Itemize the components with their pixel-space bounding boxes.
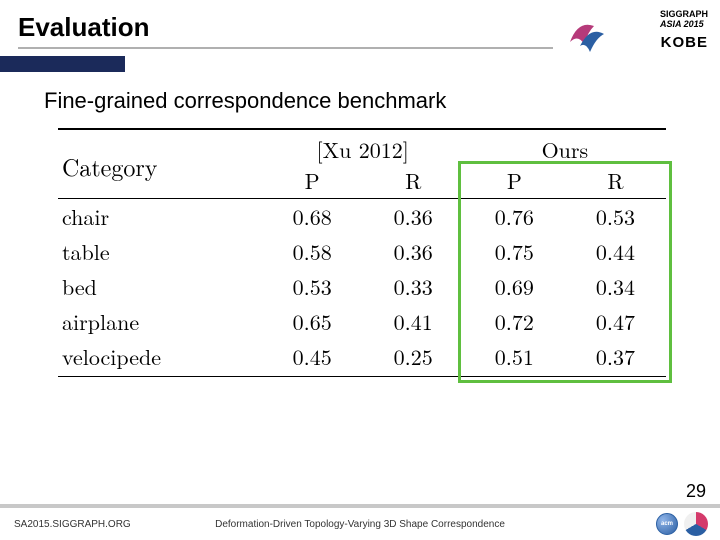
title-underline xyxy=(18,47,553,49)
cell-p1: 0.53 xyxy=(262,269,363,304)
table-row: velocipede 0.45 0.25 0.51 0.37 xyxy=(58,339,666,377)
cell-p1: 0.45 xyxy=(262,339,363,377)
cell-r1: 0.33 xyxy=(363,269,464,304)
col-category: Category xyxy=(58,129,262,199)
cell-r1: 0.25 xyxy=(363,339,464,377)
cell-p2: 0.75 xyxy=(464,234,565,269)
col-p1: P xyxy=(262,165,363,199)
footer-center: Deformation-Driven Topology-Varying 3D S… xyxy=(215,519,505,530)
cell-p1: 0.65 xyxy=(262,304,363,339)
col-method2: Ours xyxy=(464,129,666,165)
cell-r1: 0.41 xyxy=(363,304,464,339)
accent-bar xyxy=(0,56,125,72)
table-row: bed 0.53 0.33 0.69 0.34 xyxy=(58,269,666,304)
logo-line1: SIGGRAPH xyxy=(660,9,708,19)
footer-left: SA2015.SIGGRAPH.ORG xyxy=(14,519,131,530)
cell-r2: 0.53 xyxy=(565,199,666,235)
col-r2: R xyxy=(565,165,666,199)
logo-line2: ASIA 2015 xyxy=(660,19,704,29)
benchmark-table-wrap: Category [Xu 2012] Ours P R P R chair 0.… xyxy=(58,128,666,377)
cell-cat: table xyxy=(58,234,262,269)
cell-p2: 0.76 xyxy=(464,199,565,235)
cell-cat: velocipede xyxy=(58,339,262,377)
benchmark-table: Category [Xu 2012] Ours P R P R chair 0.… xyxy=(58,128,666,377)
cell-p1: 0.68 xyxy=(262,199,363,235)
cell-p2: 0.72 xyxy=(464,304,565,339)
logo-city: KOBE xyxy=(661,34,708,51)
col-method1: [Xu 2012] xyxy=(262,129,464,165)
swirl-badge-icon xyxy=(684,512,708,536)
col-r1: R xyxy=(363,165,464,199)
cell-r2: 0.37 xyxy=(565,339,666,377)
cell-r2: 0.34 xyxy=(565,269,666,304)
cell-r2: 0.47 xyxy=(565,304,666,339)
conference-logo: SIGGRAPH ASIA 2015 KOBE xyxy=(560,6,710,61)
cell-p1: 0.58 xyxy=(262,234,363,269)
table-row: chair 0.68 0.36 0.76 0.53 xyxy=(58,199,666,235)
cell-r1: 0.36 xyxy=(363,199,464,235)
cell-r1: 0.36 xyxy=(363,234,464,269)
cell-r2: 0.44 xyxy=(565,234,666,269)
page-number: 29 xyxy=(686,481,706,502)
table-header-row1: Category [Xu 2012] Ours xyxy=(58,129,666,165)
slide-footer: SA2015.SIGGRAPH.ORG Deformation-Driven T… xyxy=(0,508,720,540)
footer-right: acm xyxy=(656,512,708,536)
logo-swoosh-icon xyxy=(560,12,608,60)
logo-text: SIGGRAPH ASIA 2015 xyxy=(660,10,708,30)
table-row: airplane 0.65 0.41 0.72 0.47 xyxy=(58,304,666,339)
col-p2: P xyxy=(464,165,565,199)
acm-badge-icon: acm xyxy=(656,513,678,535)
cell-cat: chair xyxy=(58,199,262,235)
table-row: table 0.58 0.36 0.75 0.44 xyxy=(58,234,666,269)
cell-cat: bed xyxy=(58,269,262,304)
cell-p2: 0.51 xyxy=(464,339,565,377)
cell-cat: airplane xyxy=(58,304,262,339)
cell-p2: 0.69 xyxy=(464,269,565,304)
slide-subtitle: Fine-grained correspondence benchmark xyxy=(44,88,446,114)
